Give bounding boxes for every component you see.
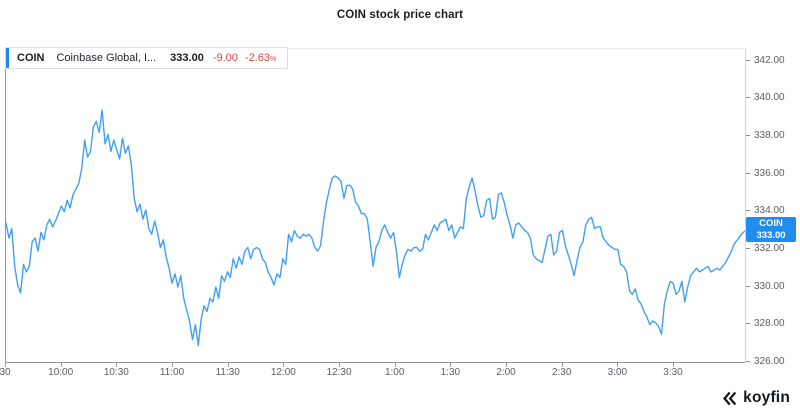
- price-line-svg: [5, 109, 747, 347]
- x-axis-label: 11:30: [215, 367, 240, 378]
- x-axis-label: 10:00: [48, 367, 74, 378]
- legend-accent-bar: [6, 48, 9, 68]
- chart-plot[interactable]: [5, 48, 747, 363]
- y-axis-tick: [746, 285, 750, 287]
- y-axis-label: 334.00: [754, 205, 785, 217]
- x-axis-tick: [227, 363, 229, 367]
- x-axis-tick: [339, 363, 340, 367]
- x-axis-tick: [450, 363, 452, 367]
- y-axis-tick: [746, 210, 750, 212]
- y-axis-label: 338.00: [754, 129, 785, 141]
- x-axis-tick: [60, 363, 62, 367]
- x-axis-tick: [506, 363, 507, 367]
- legend-change: -9.00: [212, 52, 238, 64]
- x-axis-tick: [172, 363, 173, 367]
- y-axis-label: 336.00: [754, 167, 785, 179]
- x-axis-label: 1:00: [384, 367, 405, 378]
- y-axis-tick: [746, 134, 750, 136]
- y-axis-label: 326.00: [754, 355, 785, 367]
- koyfin-logo[interactable]: koyfin: [723, 389, 790, 407]
- legend-company-name: Coinbase Global, I...: [56, 52, 157, 64]
- badge-ticker: COIN: [759, 218, 783, 230]
- legend-change-percent: -2.63%: [244, 52, 277, 64]
- x-axis-label: 1:30: [440, 367, 461, 378]
- x-axis-label: 2:00: [496, 367, 516, 378]
- y-axis-tick: [746, 97, 750, 99]
- y-axis-tick: [746, 172, 750, 174]
- badge-price: 333.00: [756, 230, 786, 242]
- legend-price: 333.00: [170, 52, 204, 64]
- last-price-badge: COIN 333.00: [746, 217, 796, 243]
- price-line: [5, 109, 747, 347]
- y-axis-tick: [746, 247, 750, 249]
- x-axis-label: 3:00: [607, 367, 628, 378]
- x-axis-tick: [673, 363, 675, 367]
- x-axis-tick: [561, 363, 563, 367]
- y-axis-tick: [746, 360, 750, 362]
- koyfin-double-chevron-icon: [723, 391, 737, 405]
- y-axis-line: [745, 48, 746, 363]
- y-axis-tick: [746, 323, 750, 325]
- legend: COIN Coinbase Global, I... 333.00 -9.00 …: [5, 47, 289, 69]
- x-axis-label: 11:00: [159, 367, 185, 378]
- x-axis-tick: [116, 363, 118, 367]
- legend-ticker: COIN: [17, 52, 45, 64]
- percent-symbol: %: [269, 56, 277, 63]
- y-axis-label: 342.00: [754, 54, 785, 66]
- x-axis-label: 12:00: [270, 367, 296, 378]
- koyfin-logo-text: koyfin: [743, 389, 790, 406]
- x-axis-label: 12:30: [326, 367, 352, 378]
- x-axis-tick: [394, 363, 396, 367]
- page-title: COIN stock price chart: [336, 9, 464, 21]
- y-axis-label: 340.00: [754, 92, 785, 104]
- x-axis-label: 10:30: [103, 367, 129, 378]
- x-axis-tick: [283, 363, 285, 367]
- x-axis-label: 2:30: [551, 367, 572, 378]
- y-axis-label: 332.00: [754, 242, 785, 254]
- y-axis-label: 330.00: [754, 280, 785, 292]
- x-axis-label: 3:30: [663, 367, 683, 378]
- x-axis-tick: [617, 363, 619, 367]
- x-axis-tick: [5, 363, 6, 367]
- y-axis-tick: [746, 59, 750, 61]
- x-axis-label: 30: [0, 367, 11, 378]
- y-axis-label: 328.00: [754, 318, 785, 330]
